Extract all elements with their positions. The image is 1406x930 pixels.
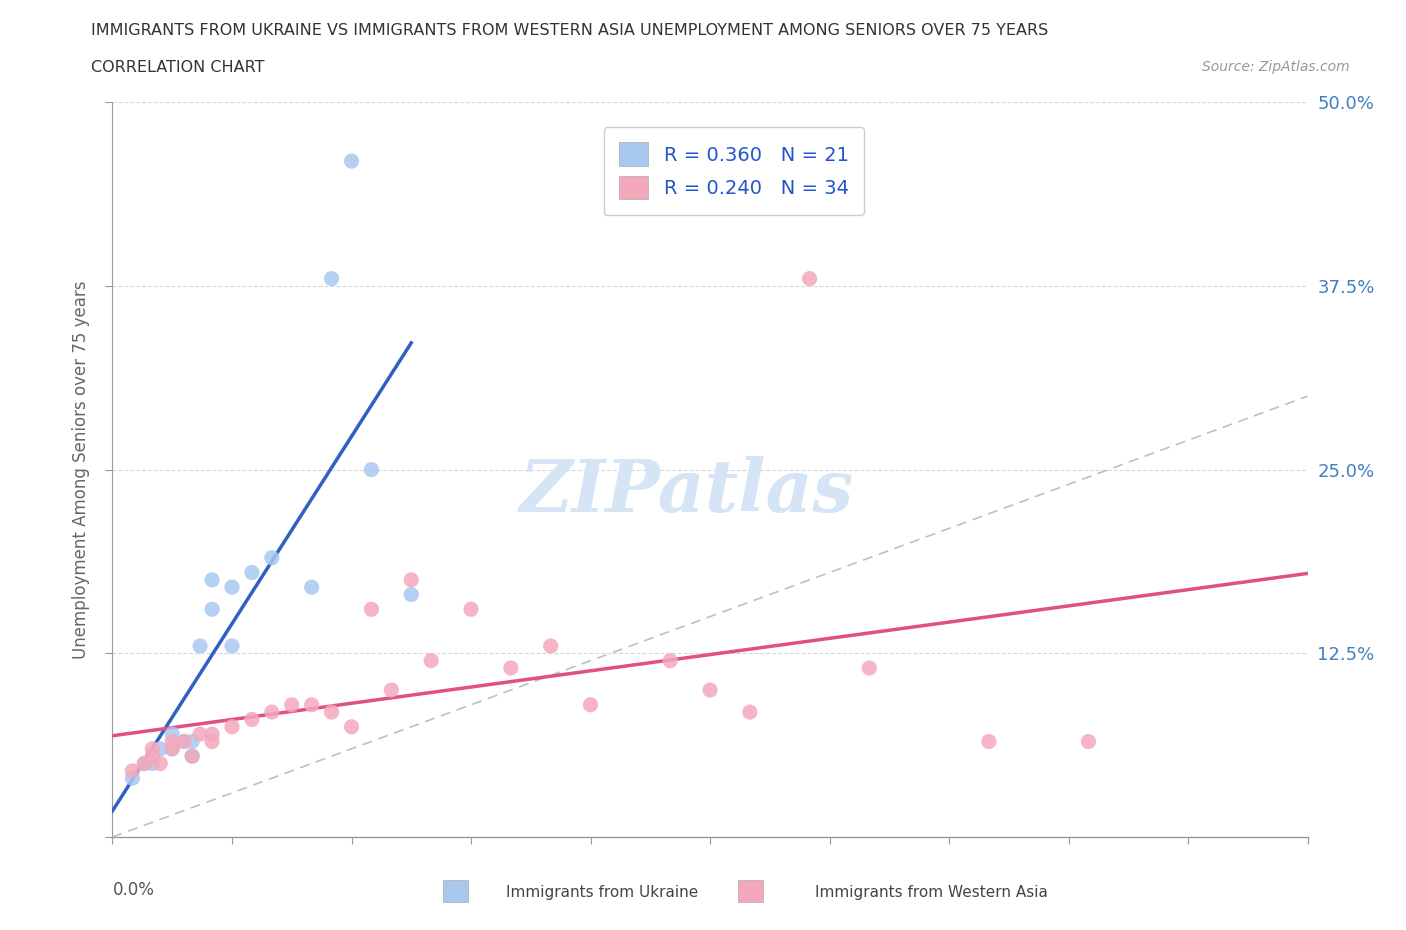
Point <box>281 698 304 712</box>
Point <box>858 660 880 675</box>
Text: CORRELATION CHART: CORRELATION CHART <box>91 60 264 75</box>
Point <box>201 726 224 741</box>
Text: Immigrants from Western Asia: Immigrants from Western Asia <box>815 885 1049 900</box>
Point <box>221 720 243 735</box>
Point <box>181 734 204 749</box>
Point <box>401 587 423 602</box>
Point <box>301 698 323 712</box>
Point <box>699 683 721 698</box>
Point <box>121 771 143 786</box>
Point <box>360 602 382 617</box>
Point <box>321 705 343 720</box>
Point <box>188 639 211 654</box>
Point <box>162 741 183 756</box>
Point <box>659 653 682 668</box>
Point <box>221 579 243 594</box>
Point <box>201 602 224 617</box>
Point <box>340 153 363 168</box>
Legend: R = 0.360   N = 21, R = 0.240   N = 34: R = 0.360 N = 21, R = 0.240 N = 34 <box>603 126 865 215</box>
Point <box>201 573 224 588</box>
Point <box>260 551 283 565</box>
Point <box>141 756 163 771</box>
Point <box>260 705 283 720</box>
Point <box>360 462 382 477</box>
Point <box>173 734 195 749</box>
Point <box>162 734 183 749</box>
Point <box>221 639 243 654</box>
Point <box>201 734 224 749</box>
Text: Immigrants from Ukraine: Immigrants from Ukraine <box>506 885 699 900</box>
Point <box>340 720 363 735</box>
Point <box>188 726 211 741</box>
Text: 0.0%: 0.0% <box>112 881 155 899</box>
Point <box>134 756 156 771</box>
Point <box>460 602 482 617</box>
Point <box>121 764 143 778</box>
Point <box>149 741 172 756</box>
Point <box>799 272 821 286</box>
Point <box>181 749 204 764</box>
Point <box>141 749 163 764</box>
Point <box>181 749 204 764</box>
Point <box>540 639 562 654</box>
Point <box>380 683 402 698</box>
Y-axis label: Unemployment Among Seniors over 75 years: Unemployment Among Seniors over 75 years <box>72 281 90 658</box>
Text: IMMIGRANTS FROM UKRAINE VS IMMIGRANTS FROM WESTERN ASIA UNEMPLOYMENT AMONG SENIO: IMMIGRANTS FROM UKRAINE VS IMMIGRANTS FR… <box>91 23 1049 38</box>
Point <box>240 712 263 727</box>
Point <box>401 573 423 588</box>
Point <box>240 565 263 580</box>
Point <box>162 726 183 741</box>
Point <box>420 653 443 668</box>
Point <box>579 698 602 712</box>
Point <box>1077 734 1099 749</box>
Point <box>977 734 1000 749</box>
Text: ZIPatlas: ZIPatlas <box>519 457 853 527</box>
Point <box>738 705 761 720</box>
Point <box>141 741 163 756</box>
Point <box>134 756 156 771</box>
Point <box>301 579 323 594</box>
Point <box>149 756 172 771</box>
Point <box>173 734 195 749</box>
Point <box>499 660 522 675</box>
Point <box>162 741 183 756</box>
Text: Source: ZipAtlas.com: Source: ZipAtlas.com <box>1202 60 1350 74</box>
Point <box>321 272 343 286</box>
